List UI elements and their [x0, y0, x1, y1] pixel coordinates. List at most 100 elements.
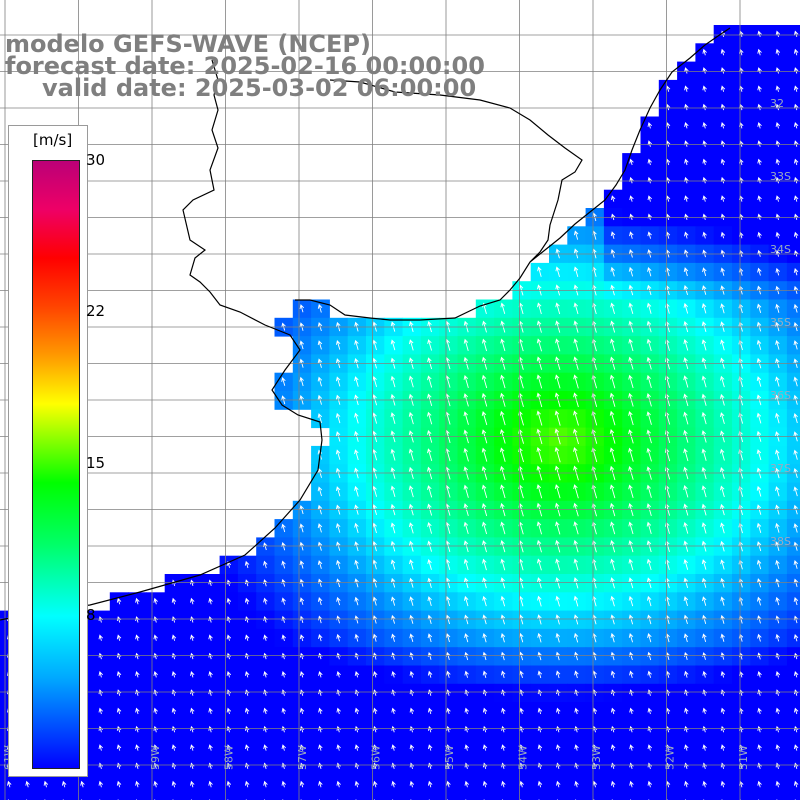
wind-arrow — [556, 707, 561, 715]
wind-cell — [18, 793, 38, 800]
wind-arrow — [463, 558, 469, 571]
wind-arrow — [720, 559, 725, 570]
wind-arrow — [500, 484, 506, 499]
wind-arrow — [793, 303, 799, 313]
wind-arrow — [610, 744, 616, 751]
wind-cell — [786, 226, 800, 246]
wind-cell — [603, 793, 623, 800]
wind-arrow — [263, 560, 268, 569]
wind-arrow — [408, 448, 414, 461]
wind-cell — [786, 116, 800, 136]
wind-arrow — [756, 449, 762, 461]
wind-arrow — [701, 375, 707, 388]
wind-arrow — [481, 484, 488, 499]
wind-arrow — [647, 633, 652, 643]
latitude-label: 33S — [770, 170, 791, 183]
wind-arrow — [318, 780, 323, 788]
wind-arrow — [500, 521, 506, 535]
wind-arrow — [628, 374, 634, 389]
wind-arrow — [775, 303, 780, 313]
wind-arrow — [702, 670, 707, 678]
wind-arrow — [683, 559, 689, 570]
wind-arrow — [720, 744, 726, 751]
wind-arrow — [500, 577, 506, 589]
wind-arrow — [610, 670, 616, 679]
wind-arrow — [354, 559, 359, 570]
wind-cell — [402, 793, 422, 800]
wind-arrow — [25, 780, 30, 788]
wind-arrow — [555, 266, 560, 277]
wind-arrow — [299, 744, 305, 751]
wind-cell — [384, 793, 404, 800]
wind-arrow — [537, 670, 543, 679]
wind-arrow — [427, 744, 433, 751]
wind-arrow — [702, 48, 707, 56]
wind-arrow — [775, 195, 781, 202]
wind-arrow — [702, 158, 707, 166]
wind-arrow — [499, 447, 506, 462]
wind-arrow — [501, 744, 506, 751]
wind-arrow — [537, 707, 543, 715]
wind-cell — [640, 793, 660, 800]
wind-arrow — [573, 521, 579, 535]
wind-cell — [256, 793, 275, 800]
wind-arrow — [628, 540, 634, 553]
wind-arrow — [409, 633, 414, 642]
wind-arrow — [757, 671, 762, 678]
wind-arrow — [610, 302, 615, 315]
wind-arrow — [482, 707, 488, 715]
wind-arrow — [556, 744, 561, 751]
wind-arrow — [574, 780, 579, 788]
wind-arrow — [537, 614, 542, 625]
wind-arrow — [98, 671, 103, 678]
wind-arrow — [684, 140, 689, 147]
wind-arrow — [391, 633, 396, 642]
wind-arrow — [720, 540, 725, 552]
wind-arrow — [153, 634, 158, 641]
wind-arrow — [757, 85, 762, 92]
title-model: modelo GEFS-WAVE (NCEP) — [5, 30, 371, 58]
wind-arrow — [208, 744, 213, 751]
wind-arrow — [318, 744, 323, 751]
wind-arrow — [500, 374, 506, 389]
wind-arrow — [646, 447, 652, 462]
wind-cell — [786, 427, 800, 447]
longitude-label: 53W — [590, 745, 603, 770]
wind-arrow — [537, 744, 543, 751]
wind-arrow — [775, 559, 780, 570]
wind-arrow — [720, 522, 725, 534]
wind-arrow — [647, 231, 652, 239]
wind-arrow — [135, 744, 140, 751]
wind-arrow — [628, 447, 634, 462]
wind-arrow — [720, 375, 725, 388]
wind-arrow — [190, 671, 195, 678]
wind-arrow — [208, 671, 213, 678]
wind-arrow — [354, 504, 359, 515]
wind-arrow — [354, 744, 360, 751]
wind-arrow — [482, 558, 487, 571]
wind-arrow — [446, 744, 451, 751]
wind-arrow — [702, 744, 707, 751]
wind-arrow — [757, 195, 762, 202]
wind-arrow — [336, 578, 341, 588]
wind-arrow — [536, 502, 543, 517]
wind-arrow — [647, 176, 652, 184]
wind-arrow — [775, 85, 781, 92]
wind-cell — [146, 793, 166, 800]
wind-arrow — [684, 195, 689, 202]
wind-arrow — [153, 744, 158, 751]
wind-arrow — [336, 780, 341, 788]
wind-arrow — [335, 486, 341, 497]
wind-arrow — [445, 633, 451, 643]
wind-arrow — [610, 231, 616, 239]
wind-cell — [512, 793, 532, 800]
wind-arrow — [573, 374, 579, 389]
wind-cell — [183, 793, 202, 800]
wind-cell — [311, 793, 330, 800]
wind-cell — [768, 793, 788, 800]
wind-arrow — [244, 560, 250, 569]
wind-arrow — [775, 339, 780, 350]
wind-arrow — [281, 634, 286, 641]
wind-arrow — [318, 707, 323, 715]
wind-arrow — [190, 780, 195, 788]
